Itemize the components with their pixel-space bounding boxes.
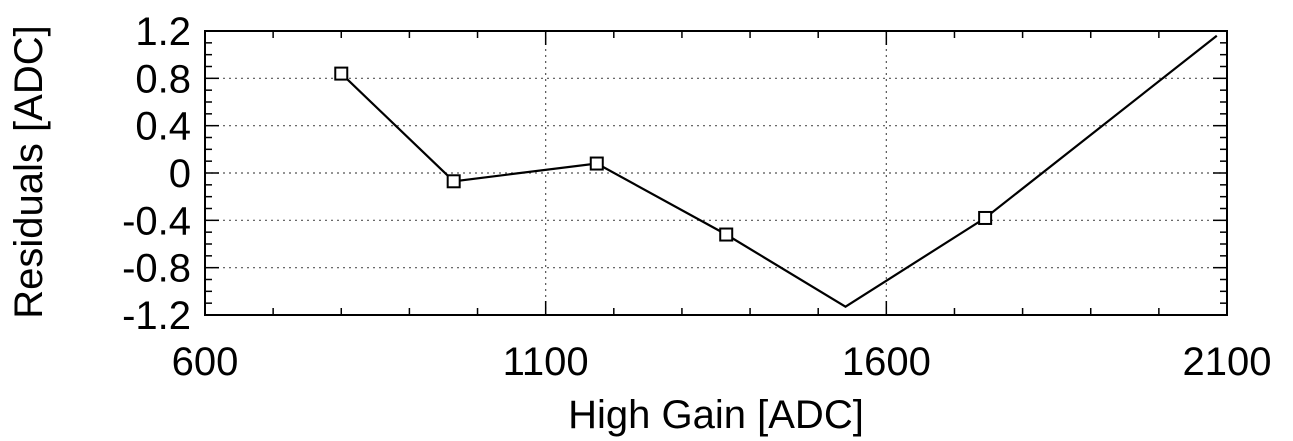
x-tick-label: 2100	[1183, 340, 1272, 384]
y-tick-label: 0.8	[135, 57, 191, 101]
data-point-marker	[446, 174, 461, 189]
series-residuals	[334, 34, 1218, 308]
series-line	[340, 34, 1218, 308]
y-tick-label: -0.4	[122, 199, 191, 243]
plot-frame	[204, 30, 1228, 316]
x-tick-label: 1600	[842, 340, 931, 384]
x-tick-label: 1100	[503, 340, 589, 384]
data-point-marker	[978, 210, 993, 225]
y-tick-label: -0.8	[122, 247, 191, 291]
data-point-marker	[719, 227, 734, 242]
x-tick-label: 600	[172, 340, 239, 384]
x-tick-labels: 600 1100 1600 2100	[172, 340, 1272, 384]
y-tick-label: 0	[169, 152, 191, 196]
y-tick-label: -1.2	[122, 294, 191, 338]
data-point-marker	[589, 156, 604, 171]
y-axis-title: Residuals [ADC]	[7, 25, 51, 318]
grid-lines	[205, 31, 1227, 315]
y-tick-labels: 1.20.80.40-0.4-0.8-1.2	[122, 10, 191, 338]
y-tick-label: 0.4	[135, 105, 191, 149]
data-point-marker	[334, 66, 349, 81]
y-tick-label: 1.2	[135, 10, 191, 54]
x-axis-title: High Gain [ADC]	[568, 393, 864, 437]
